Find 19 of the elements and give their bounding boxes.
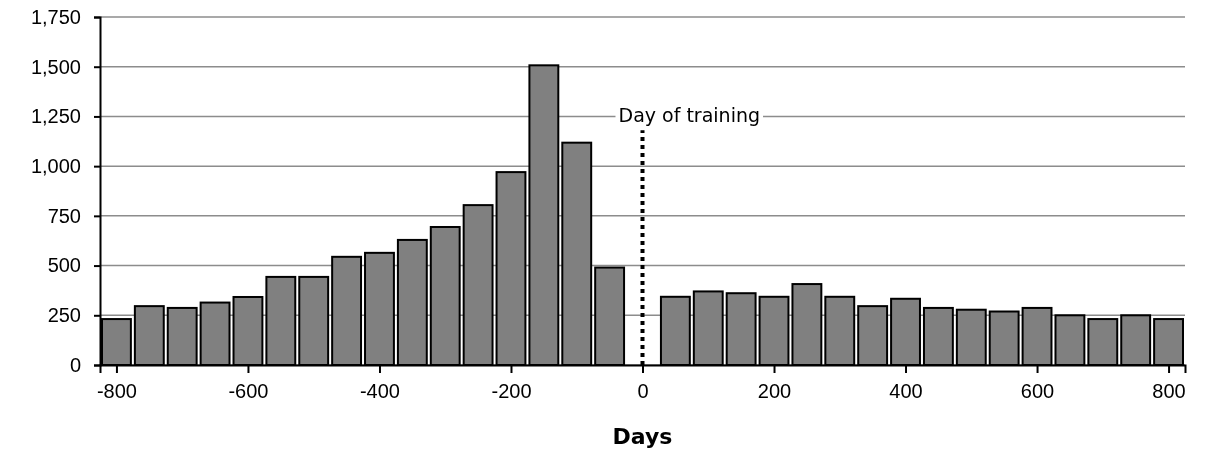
ref-line-label: Day of training [618, 104, 761, 127]
y-tick-label: 500 [47, 254, 81, 277]
x-tick-label: 0 [637, 380, 649, 402]
x-tick-label: -400 [359, 380, 400, 402]
x-tick-label: -800 [96, 380, 137, 402]
x-tick-label: 200 [757, 380, 792, 402]
y-tick-label: 750 [47, 204, 81, 227]
y-tick-label: 1,250 [30, 105, 81, 128]
y-tick-label: 250 [47, 304, 81, 327]
y-tick-label: 0 [69, 353, 81, 376]
x-tick-label: -200 [491, 380, 532, 402]
x-axis-title: Days [612, 424, 673, 449]
x-tick-label: -600 [228, 380, 269, 402]
x-tick-label: 400 [889, 380, 923, 402]
y-tick-label: 1,500 [30, 55, 81, 78]
x-tick-label: 800 [1152, 380, 1186, 402]
y-tick-label: 1,750 [30, 5, 81, 28]
y-tick-label: 1,000 [30, 155, 81, 178]
x-tick-label: 600 [1020, 380, 1055, 402]
